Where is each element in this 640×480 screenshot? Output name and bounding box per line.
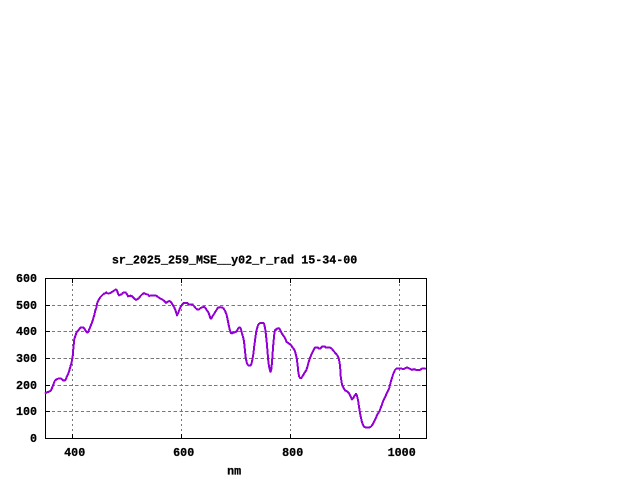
svg-text:200: 200 xyxy=(16,379,37,393)
svg-text:100: 100 xyxy=(16,405,37,419)
svg-text:800: 800 xyxy=(282,446,303,460)
svg-text:sr_2025_259_MSE__y02_r_rad 15-: sr_2025_259_MSE__y02_r_rad 15-34-00 xyxy=(112,253,357,267)
svg-text:nm: nm xyxy=(227,465,241,479)
svg-text:500: 500 xyxy=(16,299,37,313)
svg-text:400: 400 xyxy=(64,446,85,460)
svg-text:600: 600 xyxy=(16,272,37,286)
svg-text:0: 0 xyxy=(30,432,37,446)
svg-text:600: 600 xyxy=(173,446,194,460)
svg-text:1000: 1000 xyxy=(388,446,416,460)
svg-text:300: 300 xyxy=(16,352,37,366)
svg-text:400: 400 xyxy=(16,325,37,339)
